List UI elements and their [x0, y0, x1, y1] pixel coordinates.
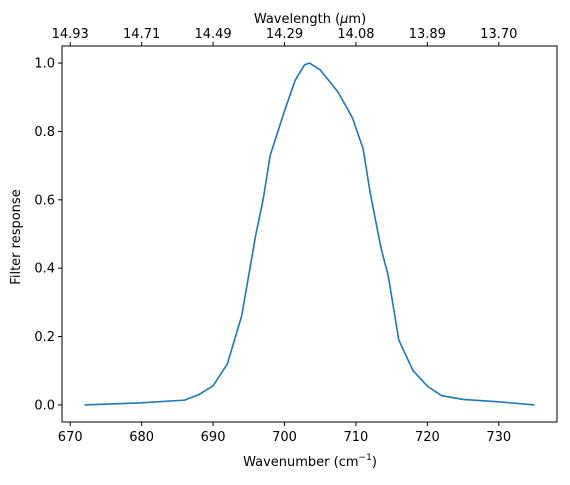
x-axis-title-superscript: −1 — [359, 453, 372, 463]
x-tick-label: 720 — [415, 430, 440, 445]
top-tick-label: 14.29 — [266, 27, 303, 42]
y-tick-label: 1.0 — [34, 57, 55, 72]
top-axis-ticks: 14.93 14.71 14.49 14.29 14.08 13.89 13.70 — [52, 27, 517, 46]
x-tick-label: 680 — [129, 430, 154, 445]
top-axis-title: Wavelength (μm) — [254, 12, 366, 27]
top-tick-label: 13.89 — [409, 27, 446, 42]
y-tick-label: 0.8 — [34, 125, 55, 140]
top-tick-label: 14.08 — [337, 27, 374, 42]
top-tick-label: 14.93 — [52, 27, 89, 42]
top-tick-label: 14.49 — [194, 27, 231, 42]
top-tick-label: 13.70 — [480, 27, 517, 42]
y-tick-label: 0.2 — [34, 330, 55, 345]
x-tick-label: 710 — [344, 430, 369, 445]
top-tick-label: 14.71 — [123, 27, 160, 42]
y-axis-title: Filter response — [9, 189, 24, 284]
plot-area-border — [61, 45, 558, 423]
y-tick-label: 0.0 — [34, 398, 55, 413]
x-tick-label: 670 — [58, 430, 83, 445]
y-tick-label: 0.6 — [34, 193, 55, 208]
x-tick-label: 700 — [272, 430, 297, 445]
top-axis-title-mu: μ — [339, 12, 348, 27]
series-layer — [84, 62, 535, 406]
left-axis-ticks: 0.0 0.2 0.4 0.6 0.8 1.0 — [34, 57, 62, 413]
x-tick-label: 690 — [201, 430, 226, 445]
plot-frame — [61, 45, 558, 423]
x-tick-label: 730 — [486, 430, 511, 445]
y-tick-label: 0.4 — [34, 262, 55, 277]
bottom-axis-ticks: 670 680 690 700 710 720 730 — [58, 422, 511, 445]
series-line-0 — [84, 62, 535, 406]
x-axis-title: Wavenumber (cm−1) — [243, 453, 377, 470]
